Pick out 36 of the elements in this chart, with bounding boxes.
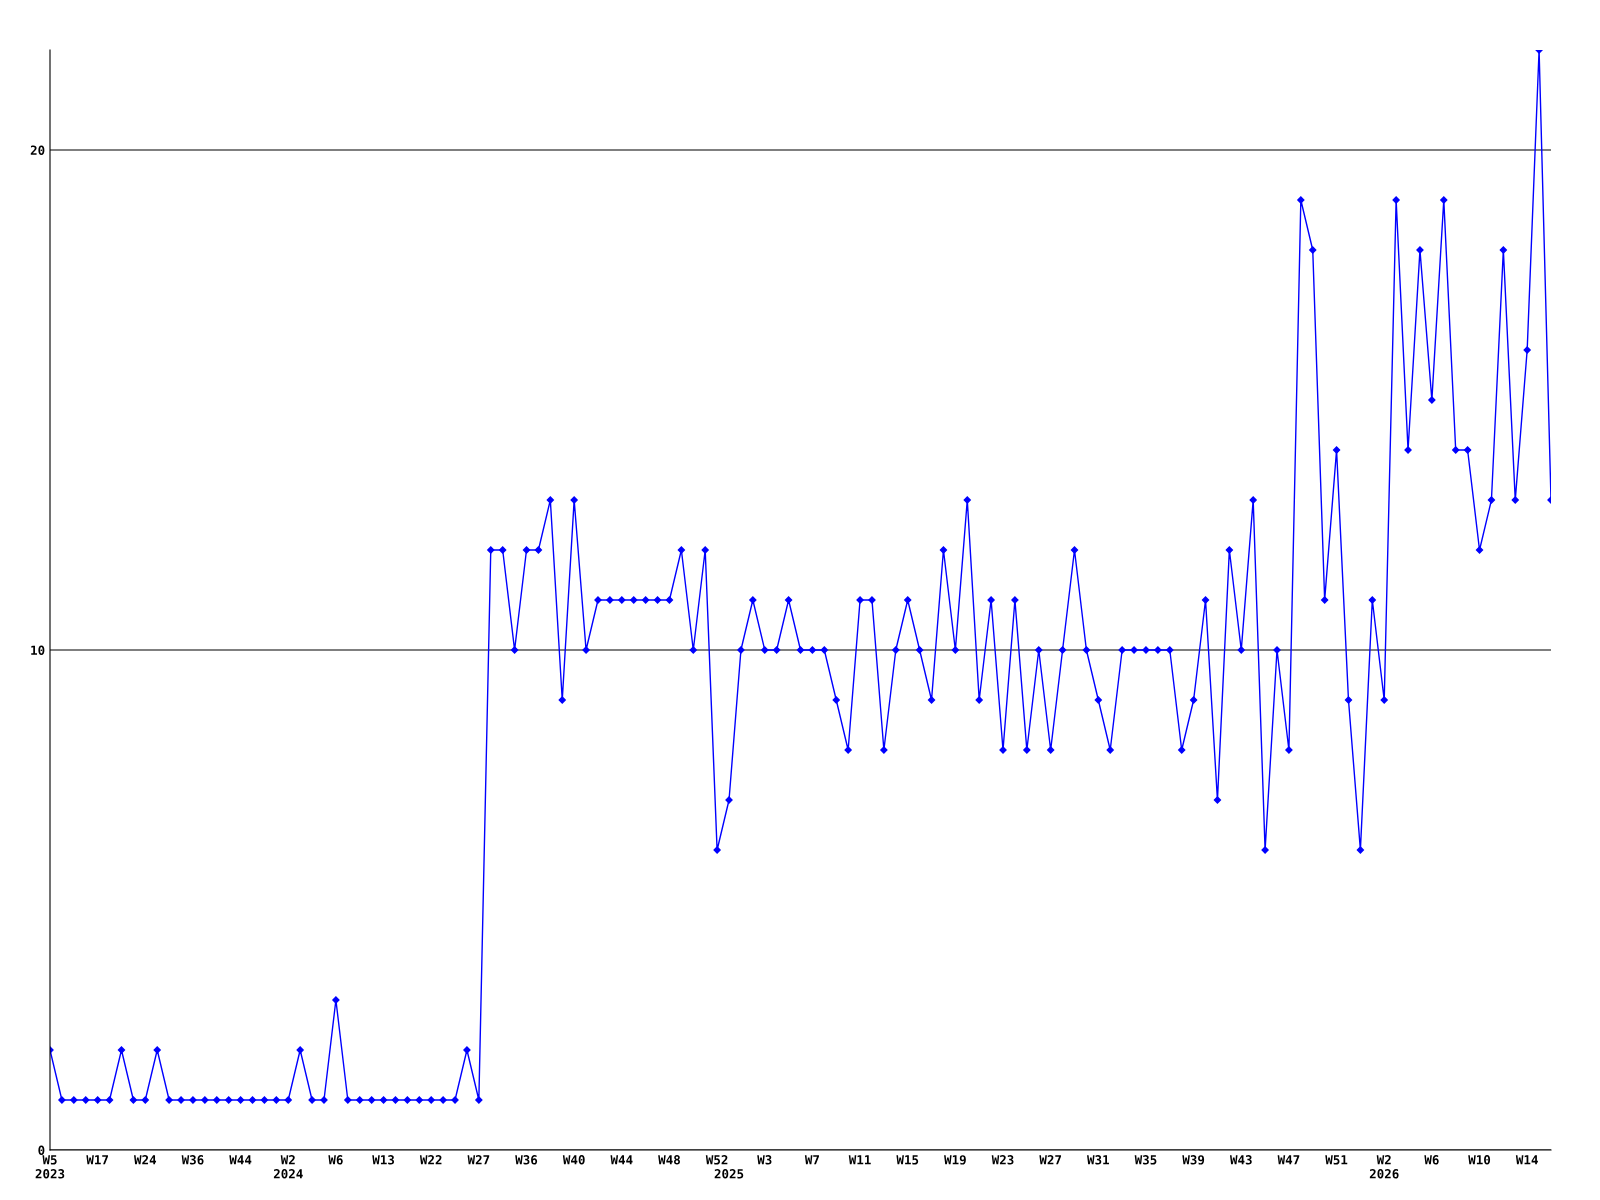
x-tick-label: W36 — [515, 1155, 538, 1165]
x-tick-label: 2025 — [714, 1169, 744, 1179]
x-tick-label: W43 — [1229, 1155, 1252, 1165]
x-tick-label: W51 — [1325, 1155, 1348, 1165]
x-tick-label: W44 — [610, 1155, 633, 1165]
x-tick-label: W39 — [1182, 1155, 1205, 1165]
x-tick-label: W40 — [562, 1155, 585, 1165]
x-tick-label: W48 — [658, 1155, 680, 1165]
y-tick-label: 0 — [38, 1145, 45, 1155]
x-tick-label: W47 — [1277, 1155, 1300, 1165]
x-tick-label: W36 — [181, 1155, 204, 1165]
x-tick-label: W44 — [229, 1155, 252, 1165]
x-tick-label: W17 — [86, 1155, 108, 1165]
x-tick-label: W27 — [1039, 1155, 1062, 1165]
x-tick-label: W2 2026 — [1369, 1155, 1399, 1179]
x-tick-label: W19 — [944, 1155, 966, 1165]
x-tick-label: W23 — [991, 1155, 1014, 1165]
x-tick-label: W27 — [467, 1155, 490, 1165]
x-tick-label: W11 — [848, 1155, 871, 1165]
x-tick-label: W5 2023 — [35, 1155, 65, 1179]
x-tick-label: W10 — [1468, 1155, 1491, 1165]
x-tick-label: W7 — [804, 1155, 819, 1165]
x-tick-label: W31 — [1087, 1155, 1110, 1165]
x-tick-label: W6 — [1424, 1155, 1439, 1165]
x-tick-label: W22 — [419, 1155, 442, 1165]
x-tick-label: W2 2024 — [273, 1155, 303, 1179]
x-tick-label: W13 — [372, 1155, 395, 1165]
y-tick-label: 10 — [31, 645, 45, 655]
x-tick-label: W52 — [705, 1155, 728, 1165]
x-tick-label: W24 — [134, 1155, 157, 1165]
x-tick-label: W35 — [1134, 1155, 1157, 1165]
x-tick-label: W6 — [328, 1155, 343, 1165]
y-tick-label: 20 — [30, 145, 45, 155]
x-tick-label: W3 — [757, 1155, 772, 1165]
x-tick-label: W14 — [1515, 1155, 1538, 1165]
x-tick-label: W15 — [896, 1155, 919, 1165]
